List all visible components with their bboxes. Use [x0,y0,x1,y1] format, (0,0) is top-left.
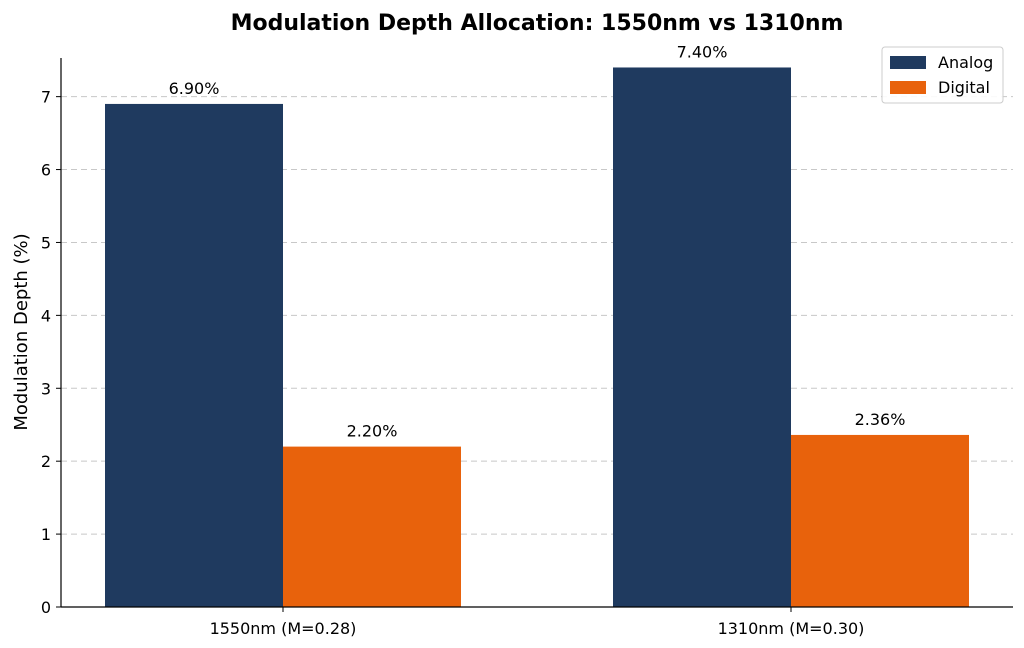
y-axis-label: Modulation Depth (%) [11,233,32,430]
legend-swatch-analog [890,56,926,69]
data-label-analog-0: 6.90% [169,79,220,98]
y-tick-label-4: 4 [41,306,51,325]
bar-digital-1 [791,434,969,607]
chart-title: Modulation Depth Allocation: 1550nm vs 1… [231,11,844,36]
bars [105,67,969,607]
axes [60,58,1013,608]
y-axis-ticks: 0 1 2 3 4 5 6 7 [41,88,61,617]
data-labels: 6.90% 2.20% 7.40% 2.36% [169,42,906,440]
data-label-digital-0: 2.20% [347,422,398,441]
y-tick-label-7: 7 [41,88,51,107]
y-tick-label-2: 2 [41,452,51,471]
y-tick-label-1: 1 [41,525,51,544]
bar-analog-0 [105,103,283,607]
y-tick-label-3: 3 [41,379,51,398]
x-tick-label-0: 1550nm (M=0.28) [210,619,357,638]
legend-label-digital: Digital [938,78,990,97]
x-tick-label-1: 1310nm (M=0.30) [718,619,865,638]
bar-analog-1 [613,67,791,607]
legend-swatch-digital [890,81,926,94]
bar-digital-0 [283,446,461,607]
legend: Analog Digital [881,46,1004,104]
data-label-digital-1: 2.36% [855,410,906,429]
y-tick-label-5: 5 [41,233,51,252]
legend-label-analog: Analog [938,53,993,72]
x-axis-ticks: 1550nm (M=0.28) 1310nm (M=0.30) [210,607,865,638]
y-tick-label-0: 0 [41,598,51,617]
data-label-analog-1: 7.40% [677,42,728,61]
y-tick-label-6: 6 [41,161,51,180]
